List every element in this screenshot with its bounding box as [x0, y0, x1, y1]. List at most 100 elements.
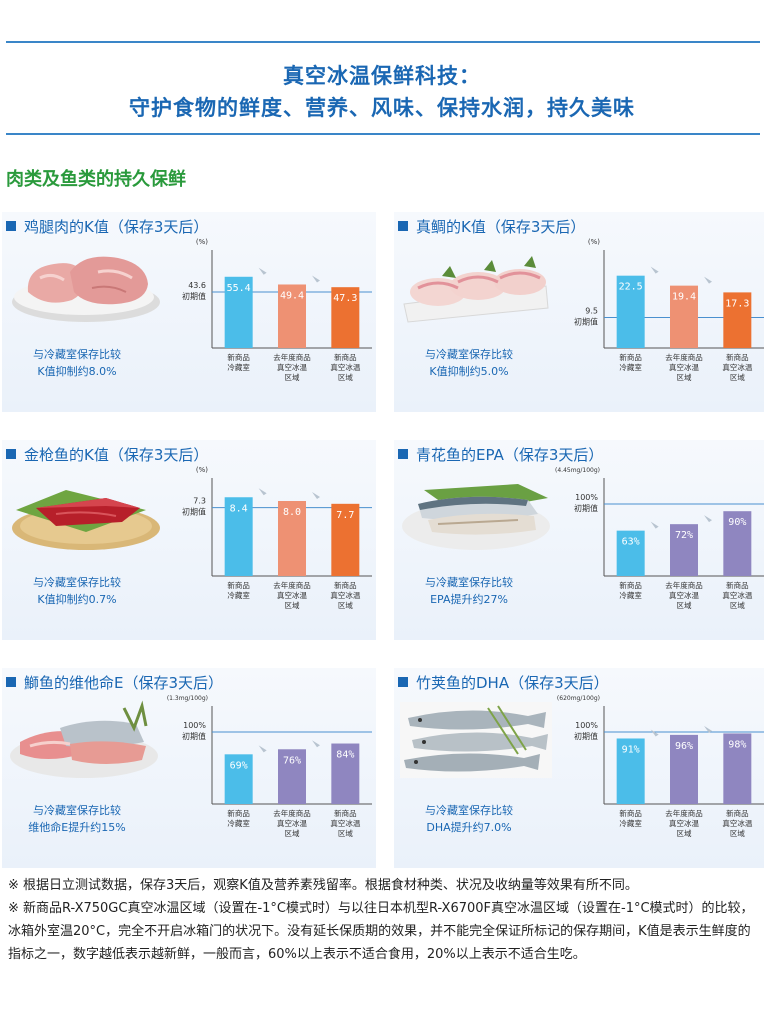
bar	[331, 287, 360, 348]
panel-title: 真鲷的K值（保存3天后）	[398, 216, 585, 237]
trend-arrow-icon	[650, 729, 659, 737]
panel-tuna: 金枪鱼的K值（保存3天后） 与冷藏室保存比较 K值抑制约0.7% (%) 7.3 初期…	[2, 440, 376, 640]
category-label: 真空冰温	[330, 362, 360, 372]
chicken-thigh-photo	[6, 242, 161, 324]
bar-label: 47.3	[333, 293, 357, 304]
trend-arrow-icon	[312, 275, 320, 283]
baseline-label: 初期值	[574, 503, 598, 513]
category-label: 区域	[285, 828, 300, 838]
category-label: 新商品	[619, 580, 642, 590]
bar-label: 17.3	[725, 298, 749, 309]
category-label: 去年度商品	[665, 808, 703, 818]
bar-label: 49.4	[280, 290, 304, 301]
trend-arrow-icon	[650, 266, 659, 274]
bar-label: 96%	[675, 741, 693, 752]
baseline-label: 初期值	[182, 507, 206, 517]
category-label: 区域	[677, 828, 692, 838]
category-label: 区域	[730, 828, 745, 838]
bar	[616, 738, 645, 804]
category-label: 区域	[285, 600, 300, 610]
trend-arrow-icon	[258, 745, 267, 753]
page-title-line2: 守护食物的鲜度、营养、风味、保持水润，持久美味	[129, 96, 635, 120]
category-label: 真空冰温	[722, 818, 752, 828]
trend-arrow-icon	[312, 492, 320, 499]
unit-label: (4.45mg/100g)	[555, 467, 600, 474]
top-rule	[6, 41, 760, 43]
bottom-rule	[6, 133, 760, 135]
category-label: 新商品	[227, 808, 250, 818]
bar	[224, 497, 253, 576]
category-label: 真空冰温	[669, 362, 699, 372]
panel-mackerel: 青花鱼的EPA（保存3天后） 与冷藏室保存比较 EPA提升约27% (4.45mg…	[394, 440, 764, 640]
bar-label: 63%	[622, 537, 640, 548]
chart: (%) 7.3 初期值 8.4 新商品 冷藏室 8.0 去年度商品 真空冰温 区域 7.7 新商品 真空…	[162, 456, 377, 636]
baseline-label: 初期值	[182, 731, 206, 741]
trend-arrow-icon	[704, 725, 712, 733]
sea-bream-photo	[398, 242, 553, 324]
category-label: 冷藏室	[619, 362, 642, 372]
bar	[224, 754, 253, 804]
chart: (620mg/100g) 100% 初期值 91% 新商品 冷藏室 96% 去年度商品 真空冰温…	[554, 684, 764, 864]
category-label: 区域	[730, 600, 745, 610]
comparison-note: 与冷藏室保存比较 EPA提升约27%	[425, 576, 513, 606]
comparison-note: 与冷藏室保存比较 K值抑制约5.0%	[425, 348, 513, 378]
bar	[723, 511, 752, 576]
chart: (1.3mg/100g) 100% 初期值 69% 新商品 冷藏室 76% 去年度商品 真空冰温…	[162, 684, 377, 864]
category-label: 冷藏室	[227, 590, 250, 600]
square-bullet-icon	[398, 449, 408, 459]
category-label: 新商品	[726, 580, 749, 590]
comparison-note: 与冷藏室保存比较 K值抑制约8.0%	[33, 348, 121, 378]
category-label: 真空冰温	[722, 590, 752, 600]
comparison-note: 与冷藏室保存比较 DHA提升约7.0%	[425, 804, 513, 834]
category-label: 区域	[677, 600, 692, 610]
baseline-label: 初期值	[574, 731, 598, 741]
tuna-photo	[6, 470, 161, 552]
panel-horse-mackerel: 竹荚鱼的DHA（保存3天后） 与冷藏室保存比较 DHA提升约7.0% (620mg…	[394, 668, 764, 868]
category-label: 区域	[285, 372, 300, 382]
bar-label: 84%	[336, 750, 354, 761]
baseline-value: 100%	[575, 493, 598, 502]
bar-label: 22.5	[619, 282, 643, 293]
category-label: 新商品	[334, 808, 357, 818]
category-label: 真空冰温	[669, 818, 699, 828]
bar	[670, 524, 698, 576]
category-label: 新商品	[227, 580, 250, 590]
panel-title: 鸡腿肉的K值（保存3天后）	[6, 216, 208, 237]
category-label: 冷藏室	[619, 818, 642, 828]
horse-mackerel-photo	[398, 698, 553, 780]
bar-label: 7.7	[336, 510, 354, 521]
unit-label: (620mg/100g)	[557, 695, 600, 702]
unit-label: (%)	[588, 238, 600, 246]
panel-title: 鰤鱼的维他命E（保存3天后）	[6, 672, 223, 693]
baseline-value: 100%	[575, 721, 598, 730]
bar-label: 90%	[728, 517, 746, 528]
baseline-value: 7.3	[193, 497, 206, 506]
chart: (%) 43.6 初期值 55.4 新商品 冷藏室 49.4 去年度商品 真空冰温 区域 47.3 新…	[162, 228, 377, 408]
bar	[224, 276, 253, 348]
panel-yellowtail: 鰤鱼的维他命E（保存3天后） 与冷藏室保存比较 维他命E提升约15% (1.3mg…	[2, 668, 376, 868]
bar	[616, 275, 645, 348]
trend-arrow-icon	[704, 515, 712, 523]
chart: (%) 9.5 初期值 22.5 新商品 冷藏室 19.4 去年度商品 真空冰温 区域 17.3 新商…	[554, 228, 764, 408]
footnote-1: ※ 根据日立测试数据，保存3天后，观察K值及营养素残留率。根据食材种类、状况及收…	[8, 878, 638, 893]
category-label: 真空冰温	[330, 818, 360, 828]
footnotes: ※ 根据日立测试数据，保存3天后，观察K值及营养素残留率。根据食材种类、状况及收…	[8, 874, 760, 966]
square-bullet-icon	[398, 677, 408, 687]
page-title-line1: 真空冰温保鲜科技：	[283, 64, 481, 88]
bar-label: 72%	[675, 530, 693, 541]
baseline-value: 9.5	[585, 306, 598, 315]
bar	[670, 734, 698, 804]
category-label: 新商品	[619, 352, 642, 362]
baseline-label: 初期值	[574, 316, 598, 326]
panel-title: 青花鱼的EPA（保存3天后）	[398, 444, 603, 465]
trend-arrow-icon	[650, 521, 659, 529]
bar-label: 76%	[283, 755, 301, 766]
panel-title: 金枪鱼的K值（保存3天后）	[6, 444, 208, 465]
unit-label: (%)	[196, 238, 208, 246]
square-bullet-icon	[398, 221, 408, 231]
bar	[278, 284, 306, 348]
category-label: 冷藏室	[227, 818, 250, 828]
category-label: 冷藏室	[227, 362, 250, 372]
category-label: 真空冰温	[669, 590, 699, 600]
